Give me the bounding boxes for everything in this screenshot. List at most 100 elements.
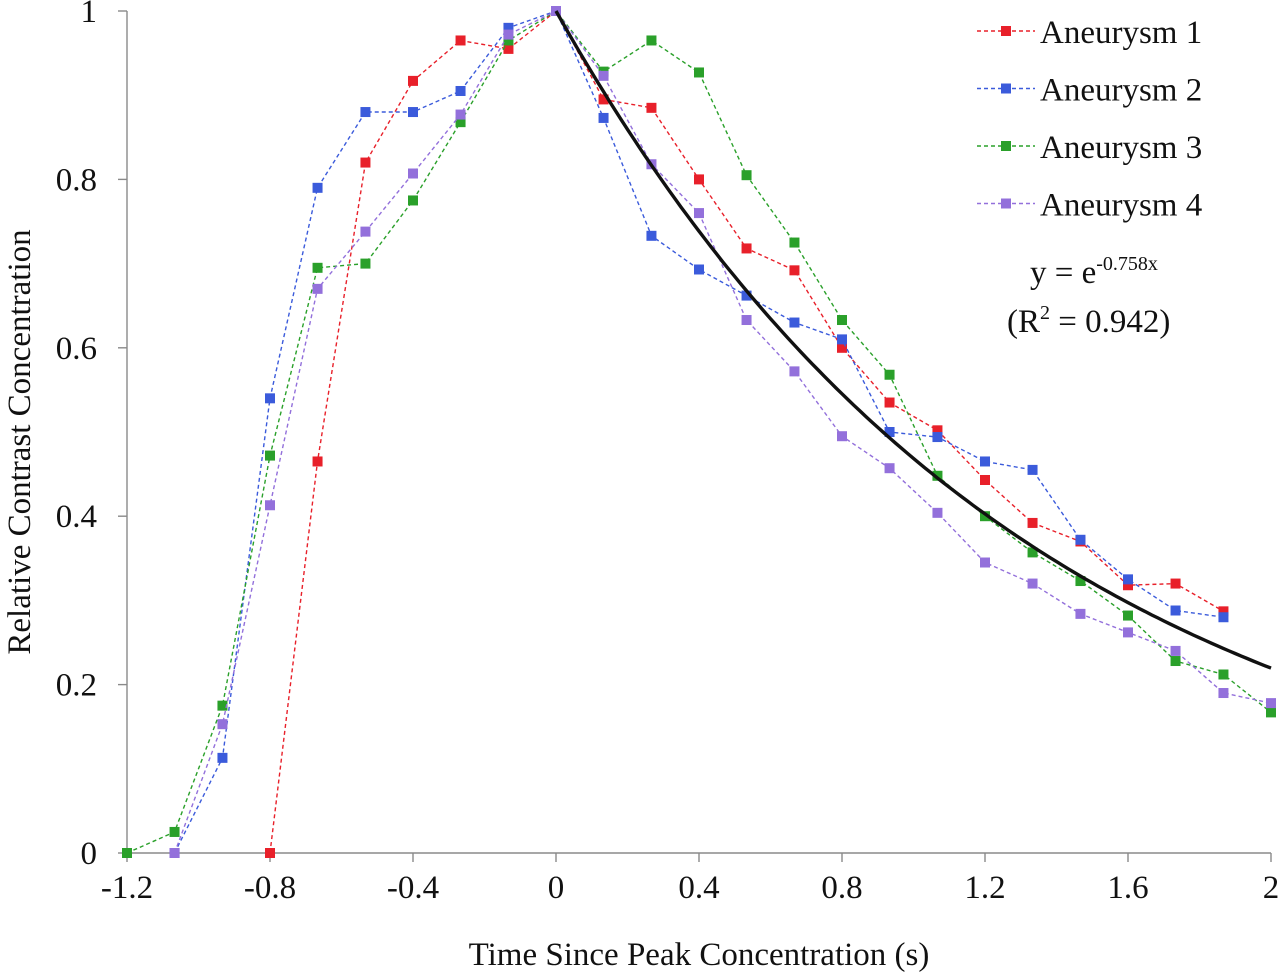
legend-item: Aneurysm 2 <box>977 73 1202 109</box>
data-point <box>408 75 418 86</box>
legend: Aneurysm 1 Aneurysm 2 Aneurysm 3 Aneurysm 4 <box>977 15 1202 224</box>
x-tick-label: 0.8 <box>821 870 862 906</box>
data-point <box>312 456 323 467</box>
data-point <box>360 107 371 118</box>
series-aneurysm-1 <box>265 6 1229 858</box>
data-point <box>265 500 275 511</box>
data-point <box>1218 688 1229 699</box>
y-axis-ticks: 0 0.2 0.4 0.6 0.8 1 <box>56 0 127 872</box>
x-tick-label: 1.6 <box>1107 870 1148 906</box>
data-point <box>503 43 514 54</box>
x-tick-label: 0.4 <box>678 870 719 906</box>
data-point <box>1027 464 1038 475</box>
data-point <box>884 427 895 437</box>
data-point <box>265 393 275 404</box>
data-point <box>265 450 275 461</box>
data-point <box>932 470 943 481</box>
fit-r-squared-text: (R2 = 0.942) <box>1007 302 1170 340</box>
data-point <box>1218 612 1229 623</box>
data-point <box>217 700 228 711</box>
data-point <box>1218 606 1229 617</box>
data-point <box>884 397 895 408</box>
data-point <box>1266 698 1276 709</box>
data-point <box>646 35 657 46</box>
data-point <box>932 507 943 518</box>
series-line <box>173 10 1224 854</box>
y-tick-label: 0.6 <box>56 331 97 367</box>
x-tick-label: 1.2 <box>964 870 1005 906</box>
data-point <box>1218 669 1229 680</box>
data-point <box>789 366 800 377</box>
data-point <box>408 107 418 118</box>
y-tick-label: 1 <box>81 0 98 30</box>
data-point <box>932 425 943 436</box>
data-point <box>789 237 800 248</box>
fit-r-squared-prefix: (R <box>1007 304 1040 340</box>
fit-equation: y = e-0.758x (R2 = 0.942) <box>1007 253 1170 340</box>
data-point <box>837 334 847 345</box>
data-point <box>1075 576 1086 587</box>
x-tick-label: -0.4 <box>387 870 439 906</box>
data-point <box>1027 578 1038 589</box>
x-tick-label: 0 <box>548 870 565 906</box>
legend-label: Aneurysm 3 <box>1040 130 1202 166</box>
data-point <box>1170 605 1181 616</box>
data-point <box>837 342 847 353</box>
data-point <box>312 262 323 273</box>
data-point <box>217 752 228 763</box>
legend-item: Aneurysm 4 <box>977 188 1202 224</box>
legend-item: Aneurysm 1 <box>977 15 1202 51</box>
fit-r-squared-suffix: = 0.942) <box>1050 304 1170 340</box>
data-point <box>408 195 418 206</box>
data-point <box>741 315 752 326</box>
legend-label: Aneurysm 2 <box>1040 73 1202 109</box>
data-point <box>217 719 228 730</box>
data-point <box>980 456 990 467</box>
fit-equation-exponent: -0.758x <box>1096 253 1158 275</box>
data-point <box>1123 610 1133 621</box>
data-point <box>1123 580 1133 591</box>
y-tick-label: 0 <box>81 836 98 872</box>
data-point <box>694 264 704 275</box>
data-point <box>646 102 657 113</box>
data-point <box>789 265 800 276</box>
legend-marker <box>1001 141 1011 151</box>
fit-r-squared-sup: 2 <box>1040 302 1050 324</box>
data-point <box>360 157 371 168</box>
legend-marker <box>1001 83 1011 94</box>
data-point <box>741 290 752 301</box>
data-point <box>837 431 847 442</box>
data-point <box>1123 627 1133 638</box>
y-tick-label: 0.2 <box>56 668 97 704</box>
fit-curve <box>554 10 1272 670</box>
data-point <box>694 208 704 219</box>
data-point <box>646 230 657 241</box>
data-point <box>694 67 704 78</box>
data-point <box>1027 517 1038 528</box>
legend-item: Aneurysm 3 <box>977 130 1202 166</box>
x-tick-label: -1.2 <box>101 870 153 906</box>
legend-marker <box>1001 26 1011 36</box>
data-point <box>312 182 323 193</box>
x-tick-label: -0.8 <box>244 870 296 906</box>
data-point <box>741 243 752 254</box>
legend-marker <box>1001 198 1011 209</box>
data-point <box>312 283 323 294</box>
data-point <box>598 94 609 105</box>
x-tick-label: 2 <box>1263 870 1280 906</box>
y-axis-title: Relative Contrast Concentration <box>2 229 38 654</box>
legend-label: Aneurysm 1 <box>1040 15 1202 51</box>
series-aneurysm-2 <box>169 6 1229 858</box>
series-line <box>173 10 1272 854</box>
data-point <box>1027 547 1038 558</box>
data-point <box>741 170 752 181</box>
data-point <box>1170 656 1181 667</box>
data-point <box>789 317 800 328</box>
data-point <box>1075 608 1086 619</box>
data-point <box>455 109 466 120</box>
data-point <box>122 848 132 858</box>
data-point <box>503 35 514 46</box>
data-point <box>884 369 895 380</box>
y-tick-label: 0.8 <box>56 162 97 198</box>
